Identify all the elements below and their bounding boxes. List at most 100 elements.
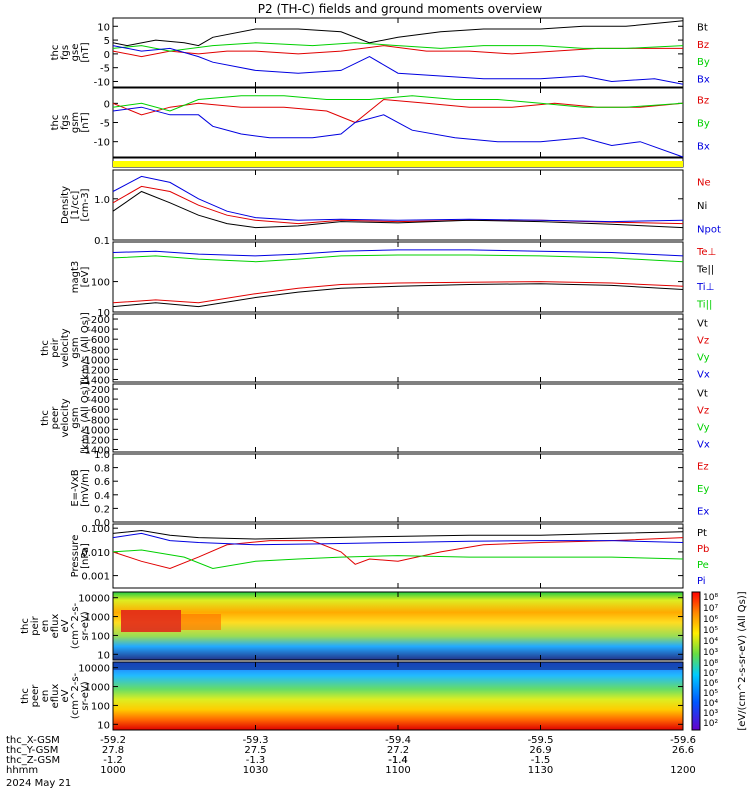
y-axis-label-line: thc [50,45,61,61]
y-tick-label: -1400 [81,375,110,386]
legend-entry: Bx [697,142,710,153]
x-row-value: -59.3 [243,735,269,746]
panel-frame [112,383,684,453]
y-axis-label: thc fgs gse [nT] [50,42,91,62]
y-axis-label-line: Density [60,186,71,224]
colorbar: 10⁸10⁷10⁶10⁵10⁴10³10⁸10⁷10⁶10⁵10⁴10³10²[… [691,591,748,731]
legend-entry: Vz [697,406,709,417]
colorbar-tick-label: 10⁸ [703,593,718,603]
y-axis-label-line: [km/s (All Qs)] [80,312,91,384]
legend-entry: Ey [697,484,709,495]
y-tick-label: -200 [87,315,110,326]
y-axis-label-line: thc [20,618,31,634]
colorbar-tick-label: 10³ [703,648,718,658]
y-tick-label: 10 [97,22,110,33]
series-line-Npot [112,175,684,223]
y-tick-label: 0.8 [94,464,110,475]
x-row-label: thc_X-GSM [6,735,60,746]
panel-9: 10000 1000 100 10 thc peir en eflux eV (cm^2-s-sr… [20,591,684,661]
colorbar-tick-label: 10⁷ [703,669,718,679]
y-tick-label: -5 [100,64,110,75]
y-axis-label-line: en [40,620,51,633]
legend-entry: By [697,57,710,68]
x-row-value: 27.2 [387,745,409,756]
series-line-Bx [112,106,684,158]
y-tick-label: -5 [100,119,110,130]
series-line-Bt [112,20,684,47]
x-row-value: 27.8 [102,745,124,756]
y-axis-label-line: eflux [50,614,61,639]
series-line-Te⊥ [112,281,684,304]
y-tick-label: 10 [97,650,110,661]
y-axis-label-line: eV [60,689,71,702]
x-row-value: 26.9 [529,745,551,756]
panel-10: 10000 1000 100 10 thc peer en eflux eV (cm^2-s-sr… [20,661,684,731]
chart-title: P2 (TH-C) fields and ground moments over… [258,2,543,16]
colorbar-tick-label: 10⁷ [703,604,718,614]
x-row-value: -1.2 [103,755,123,766]
y-tick-label: 0.010 [81,548,110,559]
x-row-value: 1200 [670,765,695,776]
legend-entry: Vx [697,440,710,451]
panel-frame [112,17,684,88]
legend-entry: Ti|| [696,299,712,310]
y-tick-label: 100 [91,701,110,712]
series-line-Pt [112,529,684,540]
y-axis-label-line: peir [30,615,41,635]
y-axis-label-line: gsm [70,407,81,428]
y-axis-label-line: magt3 [70,261,81,294]
y-tick-label: -800 [87,345,110,356]
y-tick-label: 1.0 [94,450,110,461]
y-tick-label: 10 [97,308,110,319]
series-line-Te|| [112,283,684,308]
legend-entry: Pi [697,576,706,587]
y-axis-label-line: [km/s (All Qs)] [80,382,91,454]
series-line-Bz [112,98,684,124]
y-tick-label: 0.4 [94,491,110,502]
series-line-Bx [112,45,684,85]
y-axis-label-line: [nT] [80,112,91,132]
y-axis-label-line: velocity [60,328,71,367]
panel-frame [112,453,684,523]
legend-entry: Te|| [696,264,714,275]
y-tick-label: 0.0 [94,518,110,529]
y-axis-label-line: sr-eV) [80,681,91,710]
y-axis-label-line: fgs [60,45,71,60]
date-label: 2024 May 21 [6,778,71,789]
colorbar-tick-label: 10⁵ [703,626,718,636]
y-axis-label-line: thc [40,410,51,426]
y-axis-label-line: eflux [50,684,61,709]
y-axis-label: thc peir en eflux eV (cm^2-s-sr-eV) [20,602,91,649]
x-row-label: hhmm [6,765,38,776]
legend-entry: Vy [697,423,710,434]
y-tick-label: -10 [94,77,110,88]
x-row-value: -59.5 [528,735,554,746]
panel-frame [112,313,684,383]
y-tick-label: -1400 [81,445,110,456]
legend-entry: Pt [697,528,707,539]
x-row-label: thc_Z-GSM [6,755,60,766]
heatmap-spectrogram [113,662,683,730]
y-axis-label: thc peer velocity gsm [km/s (All Qs)] [40,382,91,454]
y-axis-label: magt3 [eV] [70,261,91,294]
y-axis-label: thc peir velocity gsm [km/s (All Qs)] [40,312,91,384]
y-axis-label-line: gse [70,44,81,62]
y-tick-label: 10000 [78,594,110,605]
x-row-value: 1100 [385,765,410,776]
legend-entry: Vy [697,353,710,364]
x-row-value: 1030 [243,765,268,776]
y-axis-label-line: gsm [70,337,81,358]
heatmap-hot-patch [121,610,181,632]
series-line-Pi [112,532,684,546]
x-row-value: -59.2 [100,735,126,746]
legend-entry: Ne [697,178,711,189]
legend-entry: Npot [697,224,721,235]
y-tick-label: 5 [104,36,110,47]
y-axis-label: Pressure [nPa] [70,535,91,578]
legend-entry: Vx [697,370,710,381]
series-line-Ni [112,190,684,229]
y-tick-label: -1200 [81,365,110,376]
legend-entry: Te⊥ [696,247,716,258]
